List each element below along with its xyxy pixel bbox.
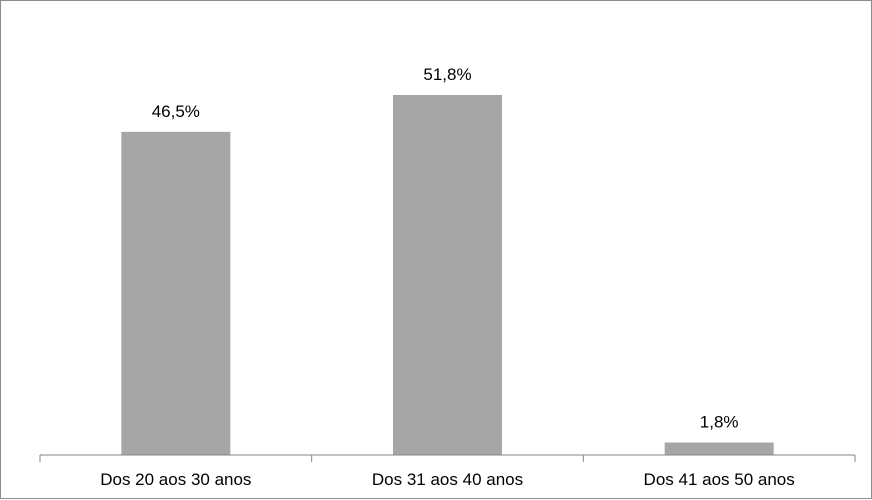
x-axis: Dos 20 aos 30 anos Dos 31 aos 40 anos Dos … [39,454,856,489]
x-tick-label-1: Dos 20 aos 30 anos [100,470,251,489]
data-label-2: 51,8% [423,65,471,84]
data-label-1: 46,5% [152,102,200,121]
data-label-3: 1,8% [700,412,739,431]
data-labels-layer: 46,5% 51,8% 1,8% [152,65,739,431]
x-tick-label-2: Dos 31 aos 40 anos [372,470,523,489]
bars-layer [121,94,774,456]
bar-2 [393,94,502,456]
bar-1 [121,131,231,455]
bar-3 [664,442,774,455]
x-tick-label-3: Dos 41 aos 50 anos [644,470,795,489]
